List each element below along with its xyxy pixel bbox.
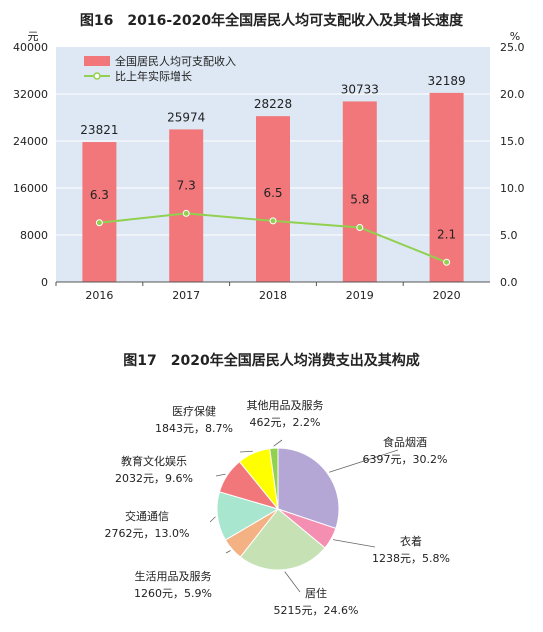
- right-tick-label: 0.0: [500, 276, 518, 289]
- pie-slice-name: 教育文化娱乐: [121, 454, 187, 468]
- growth-label: 6.5: [263, 186, 282, 200]
- pie-leader-line: [225, 550, 231, 554]
- income-bar-label: 30733: [341, 82, 379, 96]
- income-chart: 元 % 0 8000 16000 24000 32000 40000 0.0 5.0 10.0 15.…: [13, 30, 525, 302]
- pie-slice-value: 1238元，5.8%: [372, 552, 450, 565]
- pie-slice: [218, 460, 280, 510]
- growth-point: [269, 217, 277, 225]
- x-tick-label: 2017: [172, 289, 200, 302]
- growth-point: [356, 223, 364, 231]
- right-tick-label: 15.0: [500, 135, 525, 148]
- pie-slice-name: 医疗保健: [172, 404, 216, 418]
- legend-bar-swatch: [84, 56, 110, 66]
- income-bar: [342, 101, 377, 282]
- pie-leader-line: [329, 449, 399, 473]
- pie-slice-name: 交通通信: [125, 509, 169, 523]
- pie-slice-name: 居住: [305, 586, 327, 600]
- pie-slice: [277, 508, 337, 549]
- right-axis-unit: %: [510, 30, 520, 43]
- pie-leader-line: [215, 473, 226, 477]
- pie-leader-line: [209, 516, 216, 523]
- income-bar: [429, 92, 464, 283]
- chart17-title: 图17 2020年全国居民人均消费支出及其构成: [123, 353, 420, 369]
- income-bar: [169, 129, 204, 282]
- x-tick-label: 2016: [85, 289, 113, 302]
- left-tick-label: 0: [41, 276, 48, 289]
- growth-point: [182, 209, 190, 217]
- right-tick-label: 5.0: [500, 229, 518, 242]
- income-bar-label: 25974: [167, 110, 205, 124]
- legend-bar-label: 全国居民人均可支配收入: [115, 54, 236, 68]
- pie-slice-value: 5215元，24.6%: [274, 604, 359, 617]
- pie-slice: [224, 508, 279, 558]
- x-tick-label: 2019: [346, 289, 374, 302]
- pie-slice-name: 食品烟酒: [383, 435, 427, 449]
- chart16-title: 图16 2016-2020年全国居民人均可支配收入及其增长速度: [79, 13, 464, 29]
- pie-slice-value: 6397元，30.2%: [363, 453, 448, 466]
- pie-leader-line: [273, 439, 283, 447]
- growth-point: [443, 258, 451, 266]
- legend-line-label: 比上年实际增长: [115, 69, 192, 83]
- pie-slice-name: 衣着: [400, 534, 422, 548]
- right-tick-label: 10.0: [500, 182, 525, 195]
- x-tick-label: 2020: [433, 289, 461, 302]
- pie-leader-line: [332, 539, 376, 548]
- left-tick-label: 32000: [13, 88, 48, 101]
- pie-leader-line: [239, 450, 253, 453]
- pie-slice-name: 其他用品及服务: [247, 399, 324, 412]
- growth-label: 2.1: [437, 227, 456, 241]
- pie-slice-value: 2762元，13.0%: [105, 527, 190, 540]
- pie-slice: [216, 491, 280, 541]
- income-bar-label: 23821: [80, 123, 118, 137]
- income-bar: [256, 116, 290, 283]
- left-tick-label: 8000: [20, 229, 48, 242]
- pie-leader-line: [284, 571, 301, 593]
- x-tick-label: 2018: [259, 289, 287, 302]
- growth-label: 6.3: [90, 188, 109, 202]
- pie-slice: [238, 448, 279, 511]
- pie-slice-value: 1260元，5.9%: [134, 587, 212, 600]
- growth-point: [95, 219, 103, 227]
- pie-slice-value: 2032元，9.6%: [115, 472, 193, 485]
- pie-slice: [269, 447, 279, 510]
- income-bar: [82, 142, 117, 282]
- left-tick-label: 24000: [13, 135, 48, 148]
- right-tick-label: 25.0: [500, 41, 525, 54]
- pie-slice-value: 462元，2.2%: [250, 416, 321, 429]
- left-tick-label: 16000: [13, 182, 48, 195]
- left-axis-unit: 元: [28, 30, 39, 43]
- pie-slice-value: 1843元，8.7%: [155, 422, 233, 435]
- right-tick-label: 20.0: [500, 88, 525, 101]
- left-tick-label: 40000: [13, 41, 48, 54]
- pie-slice-name: 生活用品及服务: [135, 569, 212, 583]
- pie-slice: [277, 447, 340, 530]
- income-bar-label: 32189: [428, 74, 466, 88]
- pie-slice: [239, 508, 326, 571]
- income-bar-label: 28228: [254, 97, 292, 111]
- growth-label: 5.8: [350, 192, 369, 206]
- legend-line-marker: [93, 72, 101, 80]
- growth-label: 7.3: [177, 178, 196, 192]
